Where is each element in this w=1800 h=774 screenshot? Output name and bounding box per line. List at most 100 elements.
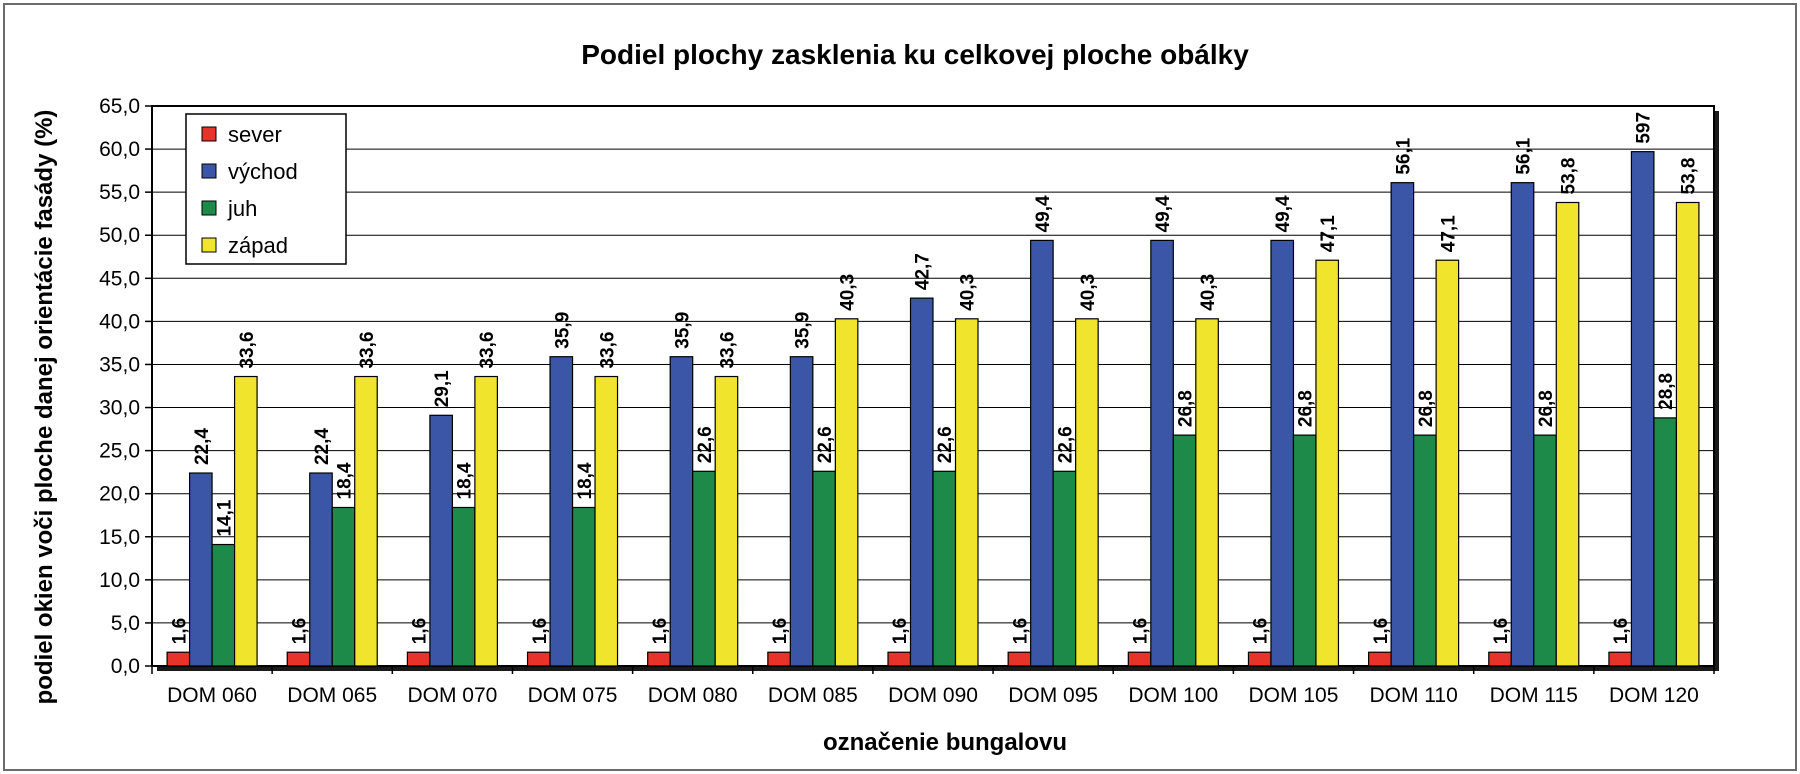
bar-sever-dom-100	[1127, 651, 1152, 667]
data-label: 33,6	[237, 332, 258, 369]
bar-sever-dom-115	[1488, 651, 1512, 667]
data-label: 47,1	[1318, 215, 1339, 252]
data-label: 1,6	[410, 618, 431, 644]
data-label: 1,6	[650, 618, 671, 644]
bar-západ-dom-100	[1195, 318, 1219, 667]
bar-juh-dom-070	[451, 506, 476, 667]
bar-západ-dom-090	[954, 318, 979, 667]
data-label: 40,3	[1078, 274, 1099, 311]
bar-juh-dom-085	[812, 470, 836, 667]
y-axis-ticks: 0,0 5,0 10,0 15,0 20,0 25,0 30,0 35,0 40,0 45,0 50…	[99, 95, 152, 678]
data-label: 1,6	[169, 618, 190, 644]
bar-západ-dom-065	[354, 375, 378, 667]
data-label: 26,8	[1176, 390, 1197, 427]
bar-východ-dom-120	[1630, 151, 1655, 667]
bar-juh-dom-100	[1172, 434, 1197, 667]
data-label: 40,3	[958, 274, 979, 311]
bar-juh-dom-120	[1653, 417, 1678, 667]
bar-sever-dom-060	[166, 651, 191, 667]
y-tick-label: 15,0	[99, 526, 140, 549]
data-label: 14,1	[214, 499, 235, 536]
data-label: 56,1	[1514, 137, 1535, 174]
data-label: 53,8	[1559, 158, 1580, 195]
legend-label-východ: východ	[228, 159, 298, 184]
data-label: 26,8	[1296, 390, 1317, 427]
data-label: 1,6	[770, 618, 791, 644]
bar-juh-dom-105	[1292, 434, 1317, 667]
data-label: 597	[1634, 112, 1655, 144]
data-label: 1,6	[1611, 618, 1632, 644]
chart-title: Podiel plochy zasklenia ku celkovej ploc…	[581, 39, 1249, 70]
bar-východ-dom-075	[549, 356, 574, 667]
data-label: 22,6	[815, 426, 836, 463]
data-label: 49,4	[1273, 195, 1294, 232]
y-tick-label: 35,0	[99, 353, 140, 376]
data-label: 29,1	[432, 370, 453, 407]
data-label: 28,8	[1656, 373, 1677, 410]
y-tick-label: 55,0	[99, 181, 140, 204]
y-tick-label: 0,0	[111, 655, 140, 678]
bar-západ-dom-075	[594, 375, 619, 667]
bar-východ-dom-105	[1270, 239, 1295, 667]
y-tick-label: 50,0	[99, 224, 140, 247]
bar-východ-dom-095	[1030, 239, 1054, 667]
data-label: 56,1	[1393, 137, 1414, 174]
data-label: 53,8	[1679, 158, 1700, 195]
bar-východ-dom-085	[789, 356, 814, 667]
bar-sever-dom-085	[767, 651, 791, 667]
data-label: 26,8	[1536, 390, 1557, 427]
bar-juh-dom-065	[331, 506, 356, 667]
bar-východ-dom-060	[188, 472, 213, 667]
data-label: 1,6	[1131, 618, 1152, 644]
bar-sever-dom-090	[887, 651, 912, 667]
bar-východ-dom-115	[1510, 182, 1535, 667]
data-label: 35,9	[793, 312, 814, 349]
x-tick-label: DOM 095	[1008, 684, 1098, 707]
bar-sever-dom-105	[1247, 651, 1272, 667]
y-tick-label: 30,0	[99, 397, 140, 420]
data-label: 1,6	[1371, 618, 1392, 644]
bar-juh-dom-080	[692, 470, 716, 667]
bars	[166, 151, 1700, 667]
bar-východ-dom-090	[909, 297, 934, 667]
data-label: 1,6	[530, 618, 551, 644]
x-tick-label: DOM 070	[407, 684, 497, 707]
data-label: 22,6	[935, 426, 956, 463]
x-tick-label: DOM 090	[888, 684, 978, 707]
data-labels: 1,622,414,133,61,622,418,433,61,629,118,…	[169, 112, 1699, 644]
x-tick-label: DOM 110	[1369, 684, 1457, 707]
y-tick-label: 5,0	[111, 612, 140, 635]
bar-západ-dom-095	[1075, 318, 1099, 667]
bar-západ-dom-105	[1315, 259, 1340, 667]
data-label: 1,6	[890, 618, 911, 644]
x-tick-label: DOM 060	[167, 684, 257, 707]
bar-juh-dom-115	[1533, 434, 1557, 667]
bar-sever-dom-075	[526, 651, 551, 667]
y-tick-label: 25,0	[99, 440, 140, 463]
x-tick-label: DOM 105	[1249, 684, 1339, 707]
y-tick-label: 60,0	[99, 138, 140, 161]
data-label: 22,4	[192, 428, 213, 465]
bar-sever-dom-080	[647, 651, 671, 667]
data-label: 18,4	[575, 462, 596, 499]
data-label: 42,7	[913, 253, 934, 290]
bar-juh-dom-110	[1413, 434, 1437, 667]
legend-swatch-východ	[201, 163, 217, 179]
data-label: 26,8	[1416, 390, 1437, 427]
y-tick-label: 40,0	[99, 310, 140, 333]
x-tick-label: DOM 120	[1609, 684, 1699, 707]
legend-swatch-juh	[201, 200, 217, 216]
bar-sever-dom-095	[1007, 651, 1032, 667]
bar-západ-dom-070	[474, 375, 498, 667]
legend: sever východ juh západ	[185, 113, 347, 265]
bar-východ-dom-070	[429, 414, 453, 667]
y-tick-label: 45,0	[99, 267, 140, 290]
bar-sever-dom-110	[1368, 651, 1392, 667]
bar-sever-dom-120	[1608, 651, 1633, 667]
bar-západ-dom-085	[834, 318, 859, 667]
data-label: 33,6	[477, 332, 498, 369]
x-axis-title: označenie bungalovu	[823, 729, 1067, 756]
bar-juh-dom-090	[932, 470, 957, 667]
bar-juh-dom-095	[1052, 470, 1077, 667]
